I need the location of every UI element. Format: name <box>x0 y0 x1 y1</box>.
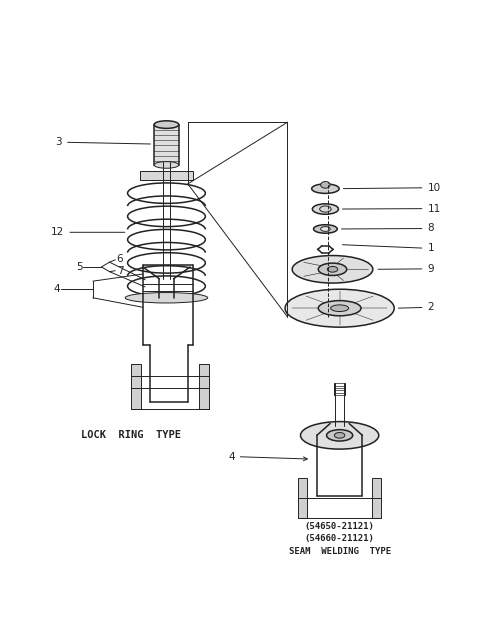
Ellipse shape <box>326 430 353 441</box>
Ellipse shape <box>312 204 338 214</box>
Text: 8: 8 <box>341 223 434 233</box>
Text: 2: 2 <box>398 302 434 312</box>
Text: (54650-21121)
(54660-21121)
SEAM  WELDING  TYPE: (54650-21121) (54660-21121) SEAM WELDING… <box>288 522 391 556</box>
Ellipse shape <box>321 182 330 188</box>
Polygon shape <box>131 364 141 409</box>
Bar <box>154 125 179 165</box>
Polygon shape <box>298 478 307 519</box>
Ellipse shape <box>300 422 379 449</box>
Text: 4: 4 <box>228 452 235 462</box>
Ellipse shape <box>335 432 345 438</box>
Ellipse shape <box>125 293 208 303</box>
Ellipse shape <box>292 256 373 283</box>
Text: 3: 3 <box>56 137 150 147</box>
Text: 5: 5 <box>76 262 83 272</box>
Bar <box>140 170 192 180</box>
Ellipse shape <box>285 290 394 327</box>
Text: 11: 11 <box>342 203 441 213</box>
Ellipse shape <box>327 266 338 272</box>
Text: 7: 7 <box>117 266 123 276</box>
Ellipse shape <box>312 184 339 193</box>
Text: 1: 1 <box>342 243 434 253</box>
Text: 10: 10 <box>343 183 441 193</box>
Text: 12: 12 <box>51 227 125 237</box>
Ellipse shape <box>331 305 348 311</box>
Ellipse shape <box>154 162 179 168</box>
Ellipse shape <box>313 225 337 233</box>
Text: 4: 4 <box>53 284 60 295</box>
Ellipse shape <box>154 121 179 129</box>
Ellipse shape <box>318 301 361 316</box>
Text: LOCK  RING  TYPE: LOCK RING TYPE <box>81 430 181 440</box>
Text: 6: 6 <box>117 254 123 264</box>
Text: 9: 9 <box>378 264 434 274</box>
Ellipse shape <box>318 263 347 275</box>
Ellipse shape <box>321 227 330 232</box>
Polygon shape <box>199 364 209 409</box>
Polygon shape <box>372 478 382 519</box>
